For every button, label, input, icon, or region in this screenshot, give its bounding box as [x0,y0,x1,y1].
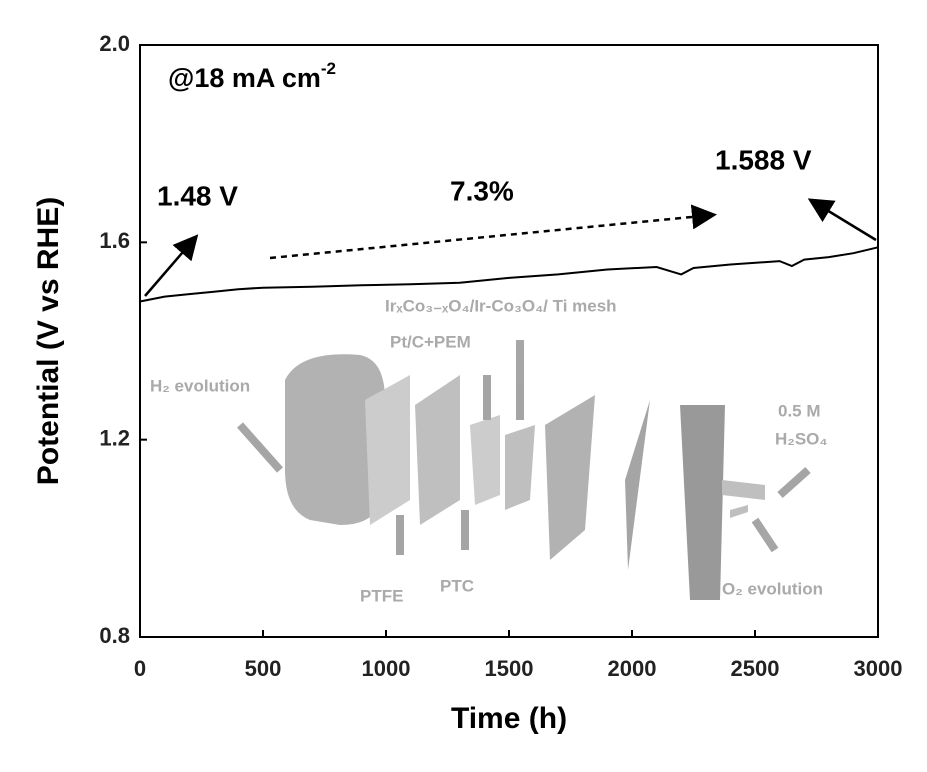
x-tick-label: 1500 [485,656,534,681]
data-line [140,247,878,301]
inset-illustration [240,340,808,600]
annotation: 1.588 V [715,144,812,175]
inset-label: PTFE [360,586,403,605]
y-tick-label: 0.8 [99,623,130,648]
y-axis-title: Potential (V vs RHE) [32,197,65,485]
annotation-arrows [145,201,876,296]
y-tick-label: 2.0 [99,31,130,56]
inset-label: H₂SO₄ [775,429,828,448]
y-tick-label: 1.6 [99,228,130,253]
inset-label: PTC [440,576,474,595]
x-axis-title: Time (h) [451,702,567,735]
x-tick-label: 0 [134,656,146,681]
x-tick-label: 500 [245,656,282,681]
inset-label: Pt/C+PEM [390,332,471,351]
inset-label: H₂ evolution [150,376,250,395]
y-tick-label: 1.2 [99,425,130,450]
condition: @18 mA cm-2 [168,59,336,93]
plot-frame [140,45,878,637]
inset-label: 0.5 M [778,401,821,420]
x-tick-label: 1000 [362,656,411,681]
annotation: 7.3% [450,175,514,206]
inset-label: O₂ evolution [722,579,823,598]
annotation: 1.48 V [157,180,238,211]
x-tick-label: 2500 [731,656,780,681]
x-tick-label: 2000 [608,656,657,681]
x-tick-label: 3000 [854,656,903,681]
inset-label: IrₓCo₃₋ₓO₄/Ir-Co₃O₄/ Ti mesh [385,296,617,315]
